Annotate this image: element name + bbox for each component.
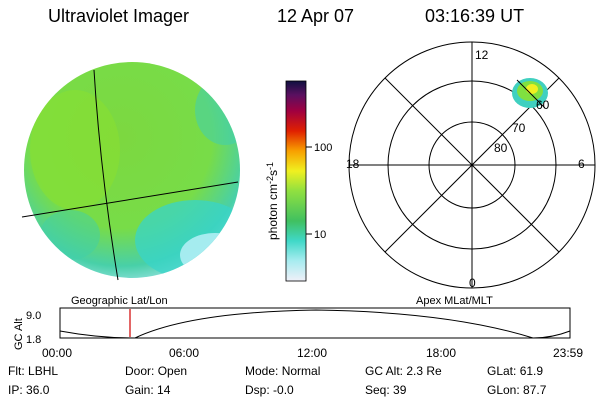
status-seq: Seq: 39 bbox=[365, 383, 407, 397]
uv-earth-disk bbox=[21, 62, 240, 281]
status-glon: GLon: 87.7 bbox=[487, 383, 547, 397]
date-label: 12 Apr 07 bbox=[277, 6, 355, 26]
polar-panel-caption: Apex MLat/MLT bbox=[416, 295, 493, 307]
timeline-xtick: 18:00 bbox=[426, 346, 456, 360]
longitude-line bbox=[93, 69, 119, 281]
timeline-xtick: 06:00 bbox=[169, 346, 199, 360]
status-glat: GLat: 61.9 bbox=[487, 364, 544, 378]
timeline-xtick: 00:00 bbox=[42, 346, 72, 360]
polar-plot bbox=[348, 41, 596, 289]
time-label: 03:16:39 UT bbox=[425, 6, 525, 26]
mlt-label-6: 6 bbox=[578, 157, 585, 171]
timeline-ylabel: GC Alt bbox=[13, 318, 25, 350]
status-mode: Mode: Normal bbox=[245, 364, 321, 378]
timeline-xtick: 23:59 bbox=[553, 346, 583, 360]
status-filter: Flt: LBHL bbox=[8, 364, 59, 378]
status-door: Door: Open bbox=[125, 364, 188, 378]
mlat-label-70: 70 bbox=[512, 121, 526, 135]
instrument-title: Ultraviolet Imager bbox=[48, 6, 190, 26]
latitude-line bbox=[21, 181, 239, 218]
colorbar-tick-label: 10 bbox=[314, 229, 326, 241]
image-panel-caption: Geographic Lat/Lon bbox=[71, 295, 168, 307]
mlat-label-80: 80 bbox=[494, 141, 508, 155]
timeline-ymin: 1.8 bbox=[26, 334, 41, 346]
mlt-label-18: 18 bbox=[346, 157, 360, 171]
mlt-label-12: 12 bbox=[475, 48, 489, 62]
polar-aurora-patch bbox=[512, 78, 548, 109]
colorbar: 100 10 photon cm-2s-1 bbox=[265, 80, 332, 282]
colorbar-tick-label: 100 bbox=[314, 142, 332, 154]
mlat-label-60: 60 bbox=[536, 98, 550, 112]
colorbar-unit-label: photon cm-2s-1 bbox=[265, 162, 280, 240]
mlt-label-0: 0 bbox=[469, 276, 476, 290]
status-gain: Gain: 14 bbox=[125, 383, 171, 397]
timeline-ymax: 9.0 bbox=[26, 310, 41, 322]
altitude-curve bbox=[59, 309, 571, 339]
status-gc-alt: GC Alt: 2.3 Re bbox=[365, 364, 442, 378]
altitude-timeline: GC Alt 9.0 1.8 00:00 06:00 12:00 18:00 2… bbox=[13, 307, 583, 360]
timeline-xtick: 12:00 bbox=[297, 346, 327, 360]
status-ip: IP: 36.0 bbox=[8, 383, 50, 397]
status-dsp: Dsp: -0.0 bbox=[245, 383, 294, 397]
